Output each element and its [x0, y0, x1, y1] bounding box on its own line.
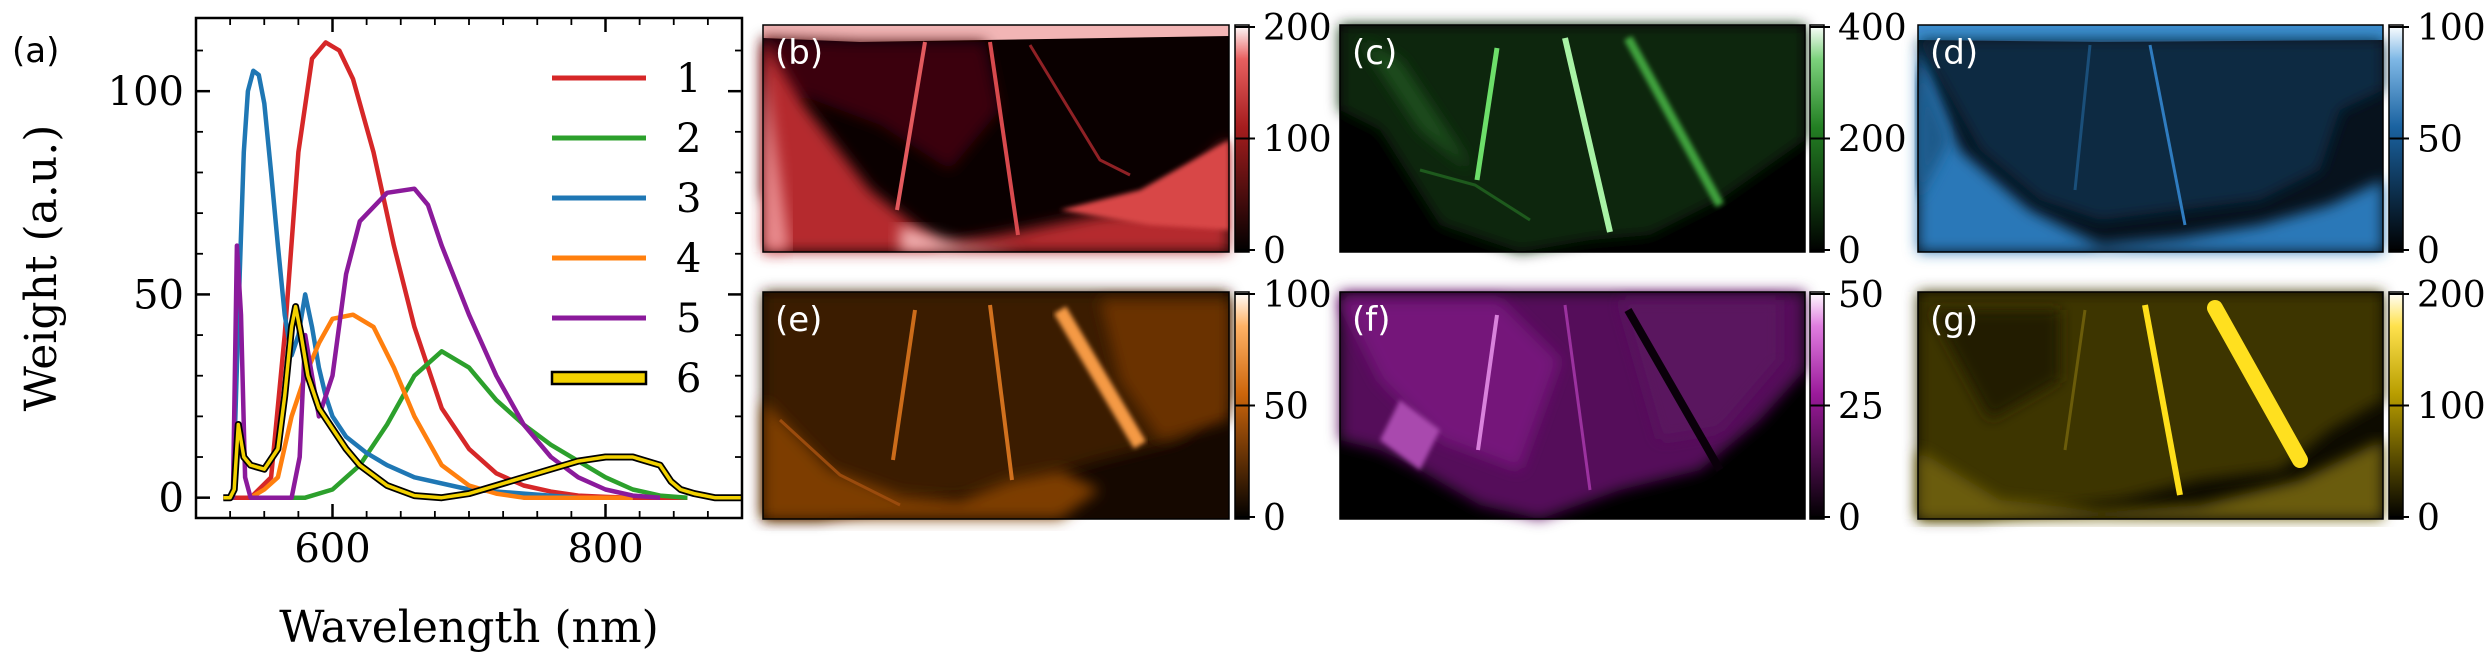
panel-f-heatmap: (f) 50 25 0 [1339, 275, 1884, 539]
y-tick-label: 50 [133, 272, 184, 318]
series-5-line [223, 186, 661, 500]
colorbar-tick-label: 200 [2417, 275, 2486, 316]
series-6-line [223, 304, 742, 500]
series-3-line [230, 68, 633, 500]
colorbar-tick-label: 50 [2417, 120, 2463, 161]
panel-g-heatmap: (g) 200 100 0 [1917, 275, 2486, 539]
panel-a-frame [194, 16, 744, 520]
colorbar-tick-label: 100 [1263, 120, 1332, 161]
panel-c-tag: (c) [1352, 33, 1397, 73]
colorbar-tick-label: 50 [1263, 387, 1309, 428]
colorbar-tick-label: 200 [1838, 120, 1907, 161]
panel-g-tag: (g) [1930, 300, 1978, 340]
legend-label-6: 6 [676, 356, 701, 402]
series-4-line [249, 312, 633, 500]
y-tick-label: 100 [108, 69, 184, 115]
x-tick-label: 800 [567, 526, 643, 572]
legend-swatch-6 [550, 370, 648, 386]
panel-a-lines [223, 40, 742, 502]
colorbar-tick-label: 0 [1838, 498, 1861, 539]
colorbar-tick-label: 25 [1838, 387, 1884, 428]
colorbar-tick-label: 0 [2417, 498, 2440, 539]
colorbar-tick-label: 0 [2417, 231, 2440, 272]
panel-d-tag: (d) [1930, 33, 1978, 73]
colorbar-tick-label: 0 [1263, 231, 1286, 272]
colorbar-tick-label: 0 [1263, 498, 1286, 539]
series-1-line [223, 40, 688, 500]
panel-e-tag: (e) [775, 300, 822, 340]
colorbar-tick-label: 100 [1263, 275, 1332, 316]
panel-a-tag: (a) [12, 31, 59, 71]
panel-d-heatmap: (d) 100 50 0 [1917, 8, 2486, 272]
x-axis-label: Wavelength (nm) [279, 602, 659, 653]
x-tick-label: 600 [294, 526, 370, 572]
colorbar-tick-label: 400 [1838, 8, 1907, 49]
colorbar-tick-label: 200 [1263, 8, 1332, 49]
panel-a-axes: 600 800 0 50 100 [108, 18, 742, 572]
panel-b-tag: (b) [775, 33, 823, 73]
panel-a-legend: 1 2 3 4 5 6 [550, 56, 701, 402]
panel-e-heatmap: (e) 100 50 0 [762, 275, 1332, 539]
panel-f-tag: (f) [1352, 300, 1391, 340]
y-axis-label: Weight (a.u.) [16, 125, 67, 412]
colorbar-tick-label: 100 [2417, 387, 2486, 428]
y-tick-label: 0 [159, 476, 184, 522]
legend-label-3: 3 [676, 176, 701, 222]
legend-label-4: 4 [676, 236, 701, 282]
colorbar-tick-label: 100 [2417, 8, 2486, 49]
legend-label-2: 2 [676, 116, 701, 162]
colorbar-tick-label: 50 [1838, 275, 1884, 316]
panel-b-heatmap: (b) 200 100 0 [762, 8, 1332, 272]
colorbar-tick-label: 0 [1838, 231, 1861, 272]
series-2-line [250, 349, 688, 500]
panel-c-heatmap: (c) 400 200 0 [1339, 8, 1907, 272]
legend-label-1: 1 [676, 56, 701, 102]
legend-label-5: 5 [676, 296, 701, 342]
